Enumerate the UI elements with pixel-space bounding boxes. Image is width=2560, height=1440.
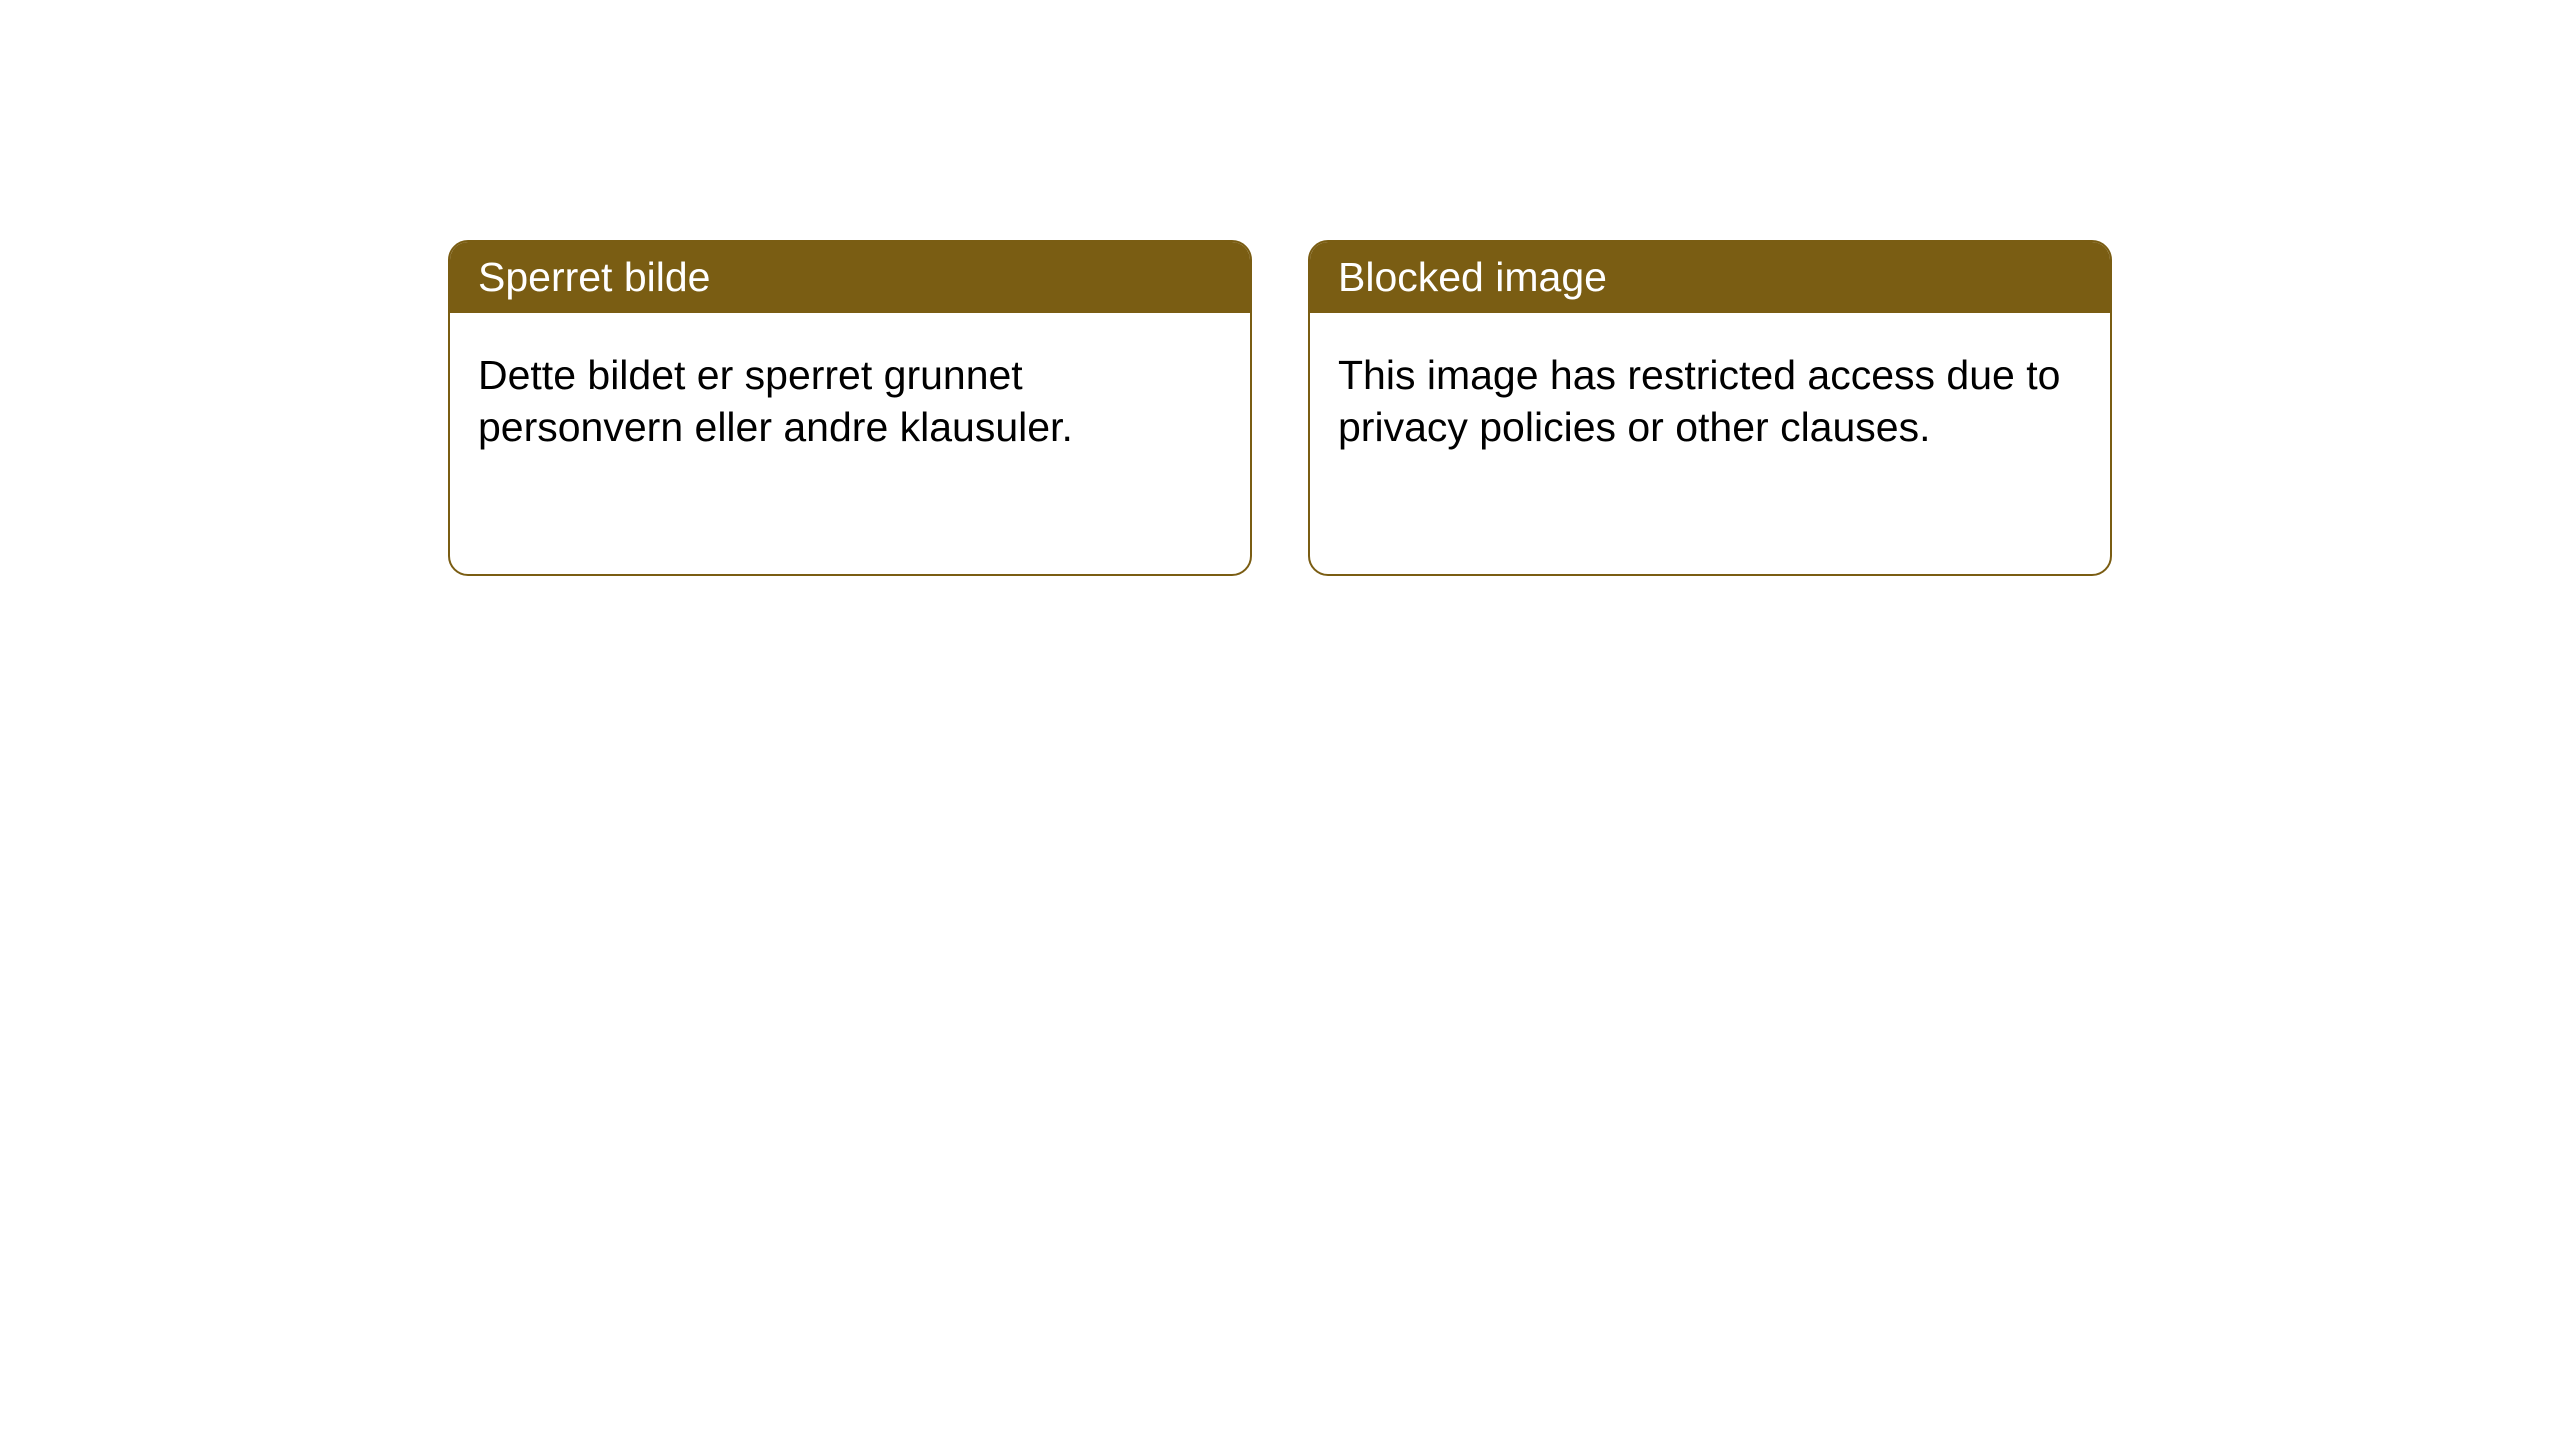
notice-card-message: This image has restricted access due to … [1338, 352, 2060, 450]
notice-card-norwegian: Sperret bilde Dette bildet er sperret gr… [448, 240, 1252, 576]
notice-container: Sperret bilde Dette bildet er sperret gr… [448, 240, 2112, 576]
notice-card-title: Blocked image [1338, 254, 1607, 300]
notice-card-message: Dette bildet er sperret grunnet personve… [478, 352, 1073, 450]
notice-card-header: Blocked image [1310, 242, 2110, 313]
notice-card-body: Dette bildet er sperret grunnet personve… [450, 313, 1250, 490]
notice-card-english: Blocked image This image has restricted … [1308, 240, 2112, 576]
notice-card-title: Sperret bilde [478, 254, 710, 300]
notice-card-header: Sperret bilde [450, 242, 1250, 313]
notice-card-body: This image has restricted access due to … [1310, 313, 2110, 490]
